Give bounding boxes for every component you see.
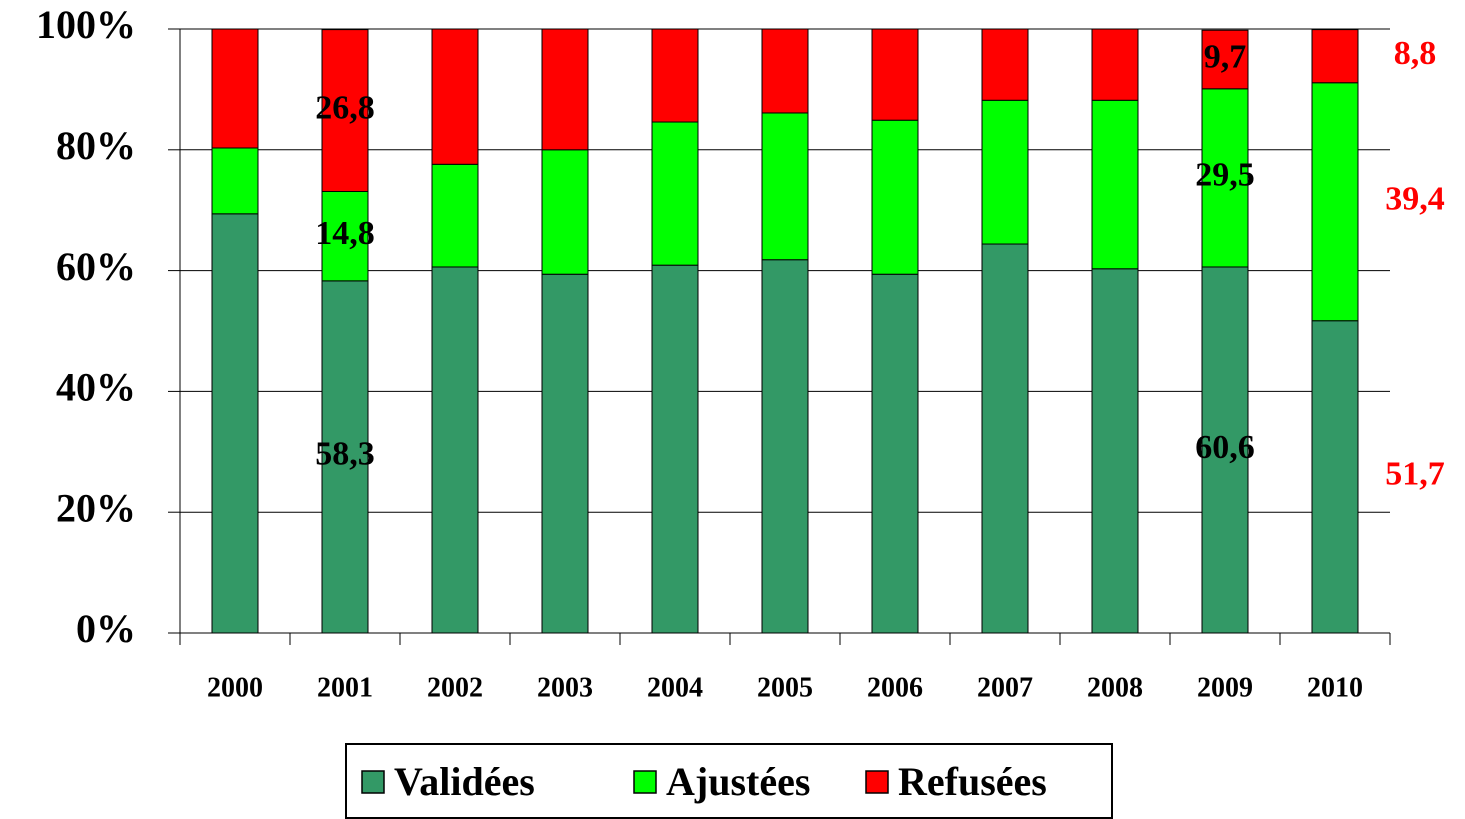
data-label: 26,8 — [315, 89, 375, 126]
legend-swatch — [633, 770, 657, 794]
bar-segment — [541, 149, 589, 275]
bar-segment — [761, 112, 809, 261]
bar-segment — [981, 99, 1029, 245]
y-tick-label: 40% — [56, 365, 136, 410]
bar-segment — [431, 163, 479, 268]
x-tick-label: 2008 — [1087, 672, 1143, 703]
x-tick-label: 2002 — [427, 672, 483, 703]
data-label: 8,8 — [1394, 35, 1437, 72]
bar-segment — [541, 28, 589, 151]
legend-box — [345, 743, 1113, 819]
bar-segment — [431, 266, 479, 634]
bar-segment — [1311, 29, 1359, 84]
y-tick-label: 0% — [76, 606, 136, 651]
data-label: 9,7 — [1204, 38, 1247, 75]
y-tick-label: 100% — [36, 2, 136, 47]
bar-segment — [321, 29, 369, 192]
bar-segment — [871, 119, 919, 275]
x-tick-label: 2000 — [207, 672, 263, 703]
bar-segment — [1311, 320, 1359, 634]
legend-label: Refusées — [898, 759, 1047, 804]
x-tick-label: 2006 — [867, 672, 923, 703]
data-label: 29,5 — [1195, 157, 1255, 194]
data-label: 39,4 — [1385, 181, 1445, 218]
bar-segment — [761, 28, 809, 114]
x-tick-label: 2009 — [1197, 672, 1253, 703]
data-label: 58,3 — [315, 436, 375, 473]
x-tick-label: 2010 — [1307, 672, 1363, 703]
x-tick-label: 2007 — [977, 672, 1033, 703]
data-label: 51,7 — [1385, 456, 1445, 493]
legend-label: Validées — [394, 759, 535, 804]
bar-segment — [541, 273, 589, 634]
x-tick-label: 2003 — [537, 672, 593, 703]
bar-segment — [651, 28, 699, 123]
bar-segment — [1311, 82, 1359, 322]
x-tick-label: 2005 — [757, 672, 813, 703]
bar-segment — [321, 280, 369, 634]
bar-segment — [871, 28, 919, 121]
bar-segment — [761, 259, 809, 634]
bar-segment — [321, 190, 369, 282]
bar-segment — [211, 147, 259, 215]
bar-segment — [651, 121, 699, 266]
y-tick-label: 60% — [56, 244, 136, 289]
y-tick-label: 80% — [56, 123, 136, 168]
bar-segment — [871, 273, 919, 634]
legend-swatch — [865, 770, 889, 794]
legend-label: Ajustées — [666, 759, 810, 804]
bar-segment — [1201, 88, 1249, 268]
bar-segment — [1091, 268, 1139, 634]
bar-segment — [981, 243, 1029, 634]
x-tick-label: 2004 — [647, 672, 703, 703]
legend-swatch — [361, 770, 385, 794]
bar-segment — [1091, 99, 1139, 270]
y-tick-label: 20% — [56, 485, 136, 530]
bar-segment — [651, 264, 699, 634]
bar-segment — [1091, 28, 1139, 101]
bar-segment — [1201, 266, 1249, 634]
bar-segment — [431, 28, 479, 165]
x-tick-label: 2001 — [317, 672, 373, 703]
bar-segment — [211, 28, 259, 149]
bar-segment — [1201, 29, 1249, 90]
data-label: 14,8 — [315, 215, 375, 252]
bar-segment — [981, 28, 1029, 101]
bar-segment — [211, 213, 259, 634]
data-label: 60,6 — [1195, 429, 1255, 466]
